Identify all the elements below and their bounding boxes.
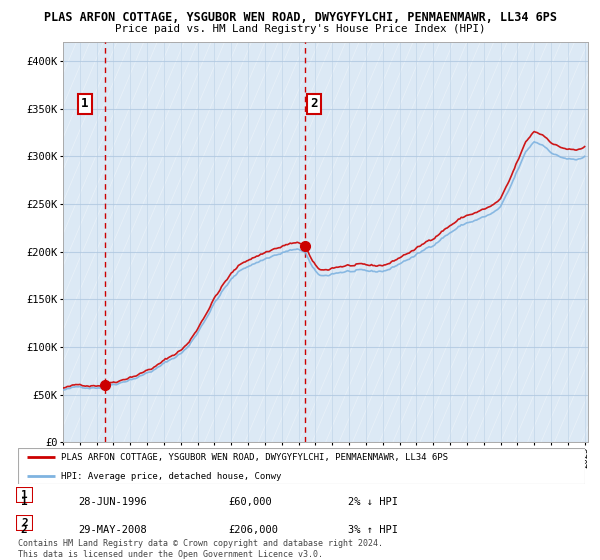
Text: 1: 1 (81, 97, 88, 110)
Text: 3% ↑ HPI: 3% ↑ HPI (348, 525, 398, 535)
Text: £60,000: £60,000 (228, 497, 272, 507)
Text: Contains HM Land Registry data © Crown copyright and database right 2024.
This d: Contains HM Land Registry data © Crown c… (18, 539, 383, 559)
Text: 2: 2 (20, 525, 28, 535)
FancyBboxPatch shape (16, 487, 33, 503)
Text: 1: 1 (20, 497, 28, 507)
Text: PLAS ARFON COTTAGE, YSGUBOR WEN ROAD, DWYGYFYLCHI, PENMAENMAWR, LL34 6PS: PLAS ARFON COTTAGE, YSGUBOR WEN ROAD, DW… (61, 452, 448, 461)
Text: 29-MAY-2008: 29-MAY-2008 (78, 525, 147, 535)
Text: 2: 2 (21, 518, 28, 528)
FancyBboxPatch shape (16, 515, 33, 531)
Text: 1: 1 (21, 490, 28, 500)
Text: £206,000: £206,000 (228, 525, 278, 535)
Text: 28-JUN-1996: 28-JUN-1996 (78, 497, 147, 507)
FancyBboxPatch shape (18, 448, 585, 484)
Text: 2% ↓ HPI: 2% ↓ HPI (348, 497, 398, 507)
Text: PLAS ARFON COTTAGE, YSGUBOR WEN ROAD, DWYGYFYLCHI, PENMAENMAWR, LL34 6PS: PLAS ARFON COTTAGE, YSGUBOR WEN ROAD, DW… (44, 11, 557, 24)
Text: Price paid vs. HM Land Registry's House Price Index (HPI): Price paid vs. HM Land Registry's House … (115, 24, 485, 34)
Text: HPI: Average price, detached house, Conwy: HPI: Average price, detached house, Conw… (61, 472, 281, 481)
Text: 2: 2 (310, 97, 317, 110)
